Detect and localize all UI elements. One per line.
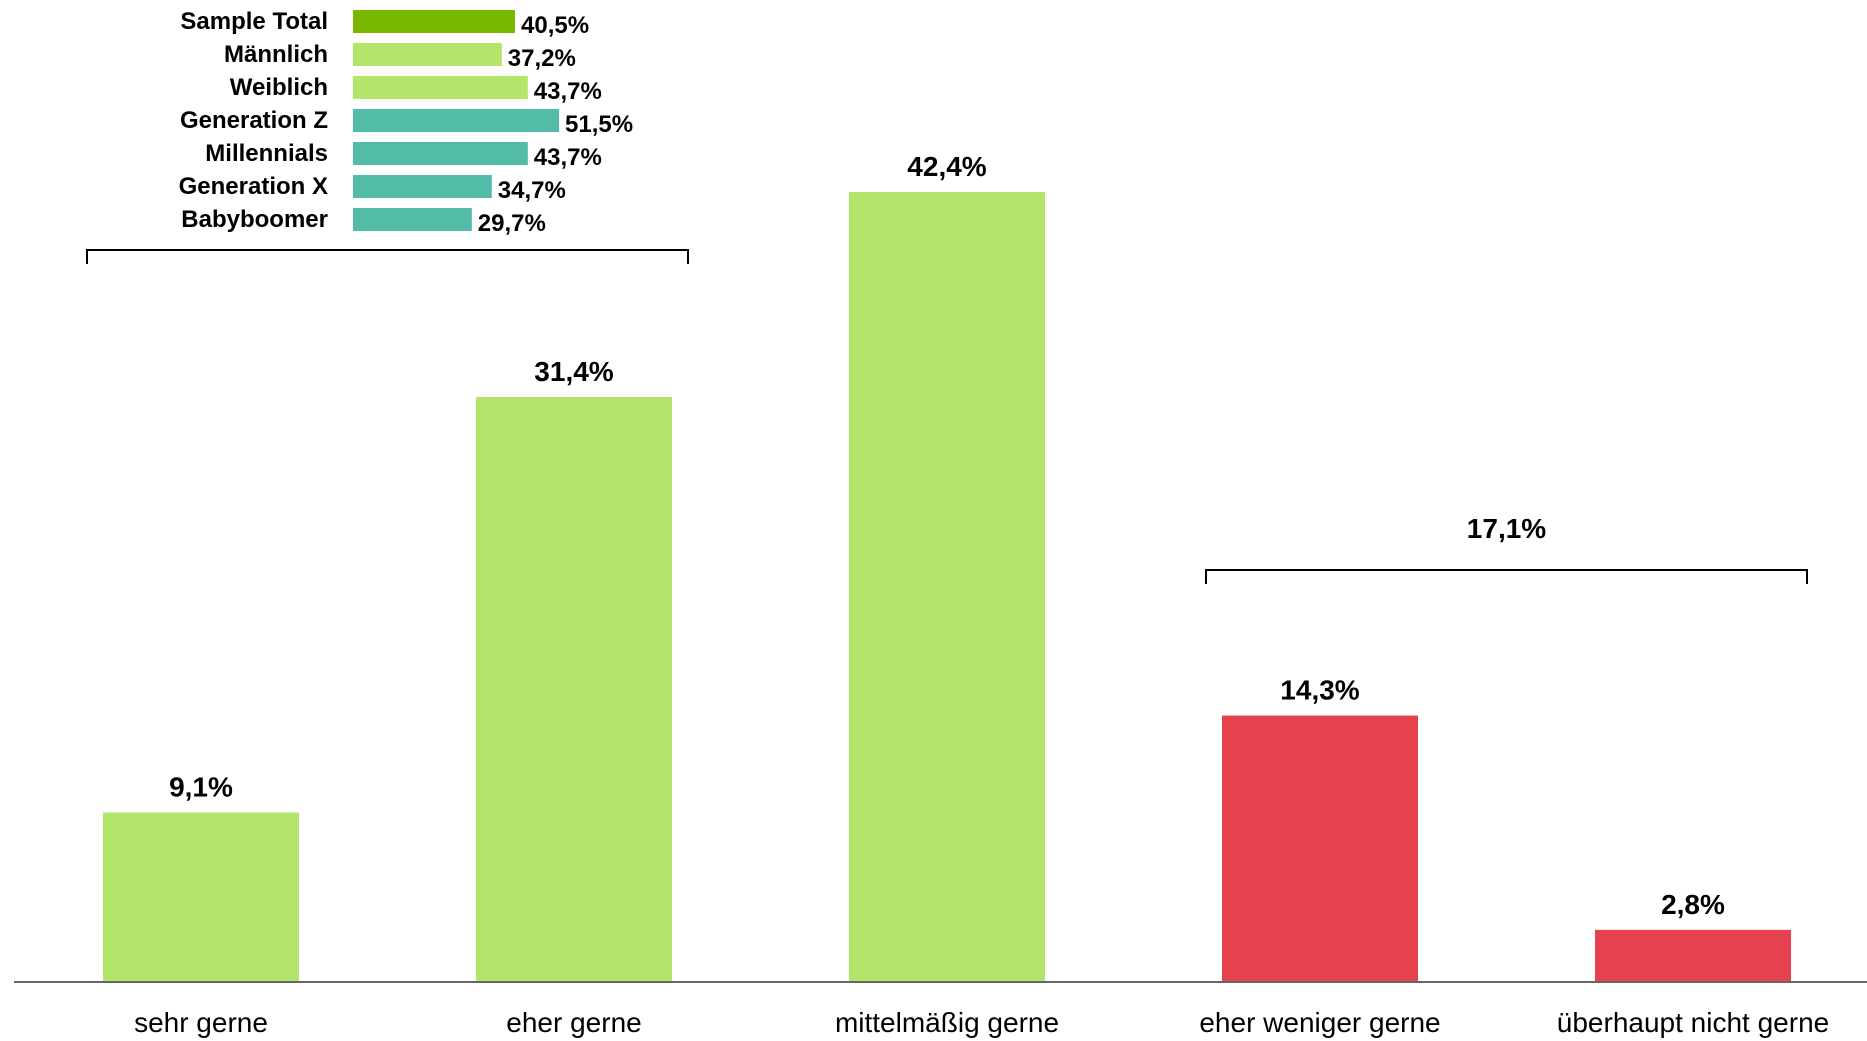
inset-category-babyboomer: Babyboomer [181, 206, 328, 233]
bar-eher-gerne [476, 397, 672, 982]
inset-bar-sample-total [353, 10, 515, 33]
inset-bar-babyboomer [353, 208, 472, 231]
inset-value-sample-total: 40,5% [521, 12, 589, 39]
inset-category-generation-z: Generation Z [180, 107, 328, 134]
category-label-ueberhaupt-nicht-gerne: überhaupt nicht gerne [1557, 1007, 1829, 1038]
value-label-eher-gerne: 31,4% [534, 356, 613, 387]
inset-value-maennlich: 37,2% [508, 45, 576, 72]
inset-value-weiblich: 43,7% [534, 78, 602, 105]
value-label-eher-weniger-gerne: 14,3% [1280, 675, 1359, 706]
category-label-mittelmaessig-gerne: mittelmäßig gerne [835, 1007, 1059, 1038]
inset-breakdown-chart: Sample Total 40,5% Männlich 37,2% Weiblich 43… [179, 8, 633, 237]
category-labels: sehr gerne eher gerne mittelmäßig gerne ehe… [134, 1007, 1829, 1038]
inset-bar-weiblich [353, 76, 528, 99]
bar-sehr-gerne [103, 812, 299, 982]
bracket-group: 17,1% [86, 249, 1808, 584]
inset-category-millennials: Millennials [205, 140, 328, 167]
inset-category-generation-x: Generation X [179, 173, 328, 200]
value-labels: 9,1% 31,4% 42,4% 14,3% 2,8% [169, 151, 1725, 920]
bracket-label-2: 17,1% [1467, 513, 1546, 544]
bracket-1 [86, 249, 689, 264]
value-label-ueberhaupt-nicht-gerne: 2,8% [1661, 889, 1725, 920]
value-label-mittelmaessig-gerne: 42,4% [907, 151, 986, 182]
inset-value-millennials: 43,7% [534, 144, 602, 171]
inset-value-generation-x: 34,7% [498, 177, 566, 204]
bar-mittelmaessig-gerne [849, 192, 1045, 982]
inset-bar-maennlich [353, 43, 502, 66]
bar-eher-weniger-gerne [1222, 715, 1418, 982]
value-label-sehr-gerne: 9,1% [169, 771, 233, 802]
inset-bar-millennials [353, 142, 528, 165]
inset-value-babyboomer: 29,7% [478, 210, 546, 237]
main-bar-chart [103, 192, 1791, 982]
category-label-eher-weniger-gerne: eher weniger gerne [1199, 1007, 1440, 1038]
inset-category-sample-total: Sample Total [180, 8, 328, 35]
bracket-2 [1205, 569, 1808, 584]
bar-ueberhaupt-nicht-gerne [1595, 929, 1791, 982]
inset-bar-generation-z [353, 109, 559, 132]
inset-value-generation-z: 51,5% [565, 111, 633, 138]
inset-bar-generation-x [353, 175, 492, 198]
category-label-eher-gerne: eher gerne [506, 1007, 641, 1038]
inset-category-weiblich: Weiblich [230, 74, 328, 101]
inset-category-maennlich: Männlich [224, 41, 328, 68]
category-label-sehr-gerne: sehr gerne [134, 1007, 268, 1038]
